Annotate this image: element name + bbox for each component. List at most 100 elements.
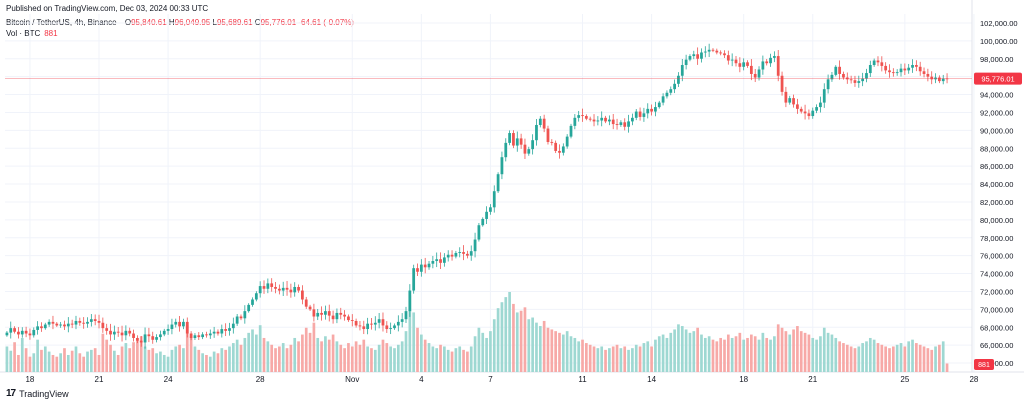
- candle-body: [600, 117, 604, 121]
- candle-body: [788, 98, 792, 103]
- candle-body: [861, 78, 865, 82]
- candle-body: [535, 124, 538, 141]
- candle-body: [59, 324, 63, 326]
- volume-bar: [819, 336, 822, 372]
- volume-bar: [719, 337, 722, 372]
- volume-bar: [224, 349, 227, 372]
- volume-label[interactable]: Vol · BTC: [6, 29, 41, 38]
- volume-bar: [289, 344, 293, 372]
- candle-body: [239, 316, 243, 319]
- candle-body: [895, 72, 899, 74]
- candle-body: [738, 63, 742, 67]
- x-tick-label: 18: [25, 375, 34, 384]
- volume-bar: [435, 348, 439, 372]
- volume-bar: [815, 339, 818, 372]
- y-tick-label: 78,000.00: [980, 234, 1013, 243]
- candle-body: [803, 111, 807, 114]
- candle-body: [481, 218, 485, 226]
- candle-body: [74, 320, 78, 325]
- volume-bar: [773, 336, 776, 372]
- volume-bar: [228, 346, 231, 372]
- volume-bar: [120, 346, 124, 372]
- candle-body: [888, 70, 891, 73]
- volume-bar: [842, 343, 845, 372]
- candle-body: [297, 286, 300, 291]
- volume-bar: [604, 349, 607, 372]
- volume-bar: [174, 346, 178, 372]
- candle-body: [247, 304, 251, 312]
- candle-body: [419, 264, 423, 272]
- candle-body: [769, 57, 772, 64]
- volume-bar: [274, 348, 277, 372]
- volume-bar: [347, 343, 350, 372]
- candle-body: [742, 62, 746, 67]
- candle-body: [400, 319, 404, 322]
- volume-bar: [270, 344, 274, 372]
- volume-bar: [561, 334, 565, 372]
- candle-body: [838, 66, 841, 74]
- volume-bar: [803, 332, 807, 372]
- volume-bar: [788, 334, 792, 372]
- candle-body: [811, 110, 815, 117]
- volume-bar: [577, 341, 581, 372]
- volume-bar: [634, 344, 638, 372]
- volume-bar: [93, 348, 97, 372]
- candle-body: [120, 332, 124, 336]
- candle-body: [404, 311, 408, 320]
- candle-body: [554, 142, 558, 151]
- candle-body: [531, 140, 535, 150]
- volume-bar: [247, 332, 251, 372]
- candle-body: [285, 287, 289, 290]
- volume-bar: [769, 339, 772, 372]
- candle-body: [508, 133, 511, 143]
- candle-body: [868, 65, 872, 74]
- candle-body: [155, 337, 158, 340]
- volume-bar: [331, 334, 335, 372]
- candle-body: [139, 340, 143, 343]
- volume-bar: [239, 344, 243, 372]
- volume-bar: [17, 354, 20, 372]
- volume-bar: [665, 337, 669, 372]
- candle-body: [734, 59, 738, 64]
- candle-body: [584, 116, 588, 119]
- x-tick-label: 24: [164, 375, 173, 384]
- volume-bar: [251, 329, 254, 372]
- candle-body: [776, 56, 780, 76]
- candle-body: [565, 136, 569, 147]
- volume-bar: [416, 327, 419, 372]
- volume-bar: [623, 346, 627, 372]
- volume-bar: [711, 339, 715, 372]
- volume-bar: [688, 332, 692, 372]
- candle-body: [166, 329, 170, 331]
- candle-body: [182, 321, 185, 327]
- volume-bar: [922, 346, 926, 372]
- volume-bar: [462, 349, 465, 372]
- candle-body: [642, 113, 646, 117]
- candle-body: [527, 149, 531, 154]
- volume-bar: [661, 334, 665, 372]
- y-tick-label: 80,000.00: [980, 216, 1013, 225]
- x-tick-label: 14: [647, 375, 656, 384]
- candle-body: [646, 108, 650, 114]
- candle-body: [396, 321, 400, 326]
- y-tick-label: 76,000.00: [980, 252, 1013, 261]
- candle-body: [650, 108, 653, 112]
- candle-body: [884, 65, 888, 71]
- volume-bar: [538, 326, 542, 372]
- candle-body: [258, 286, 262, 294]
- candle-body: [216, 331, 220, 334]
- candle-body: [477, 225, 481, 240]
- y-tick-label: 92,000.00: [980, 108, 1013, 117]
- candle-body: [205, 334, 208, 336]
- volume-bar: [753, 336, 757, 372]
- candle-body: [105, 328, 109, 331]
- candle-body: [335, 312, 339, 320]
- candle-body: [136, 337, 139, 341]
- volume-bar: [132, 342, 135, 372]
- candle-body: [162, 330, 166, 335]
- volume-bar: [934, 346, 937, 372]
- candle-body: [631, 117, 634, 122]
- y-tick-label: 102,000.00: [980, 19, 1018, 28]
- volume-bar: [512, 303, 515, 372]
